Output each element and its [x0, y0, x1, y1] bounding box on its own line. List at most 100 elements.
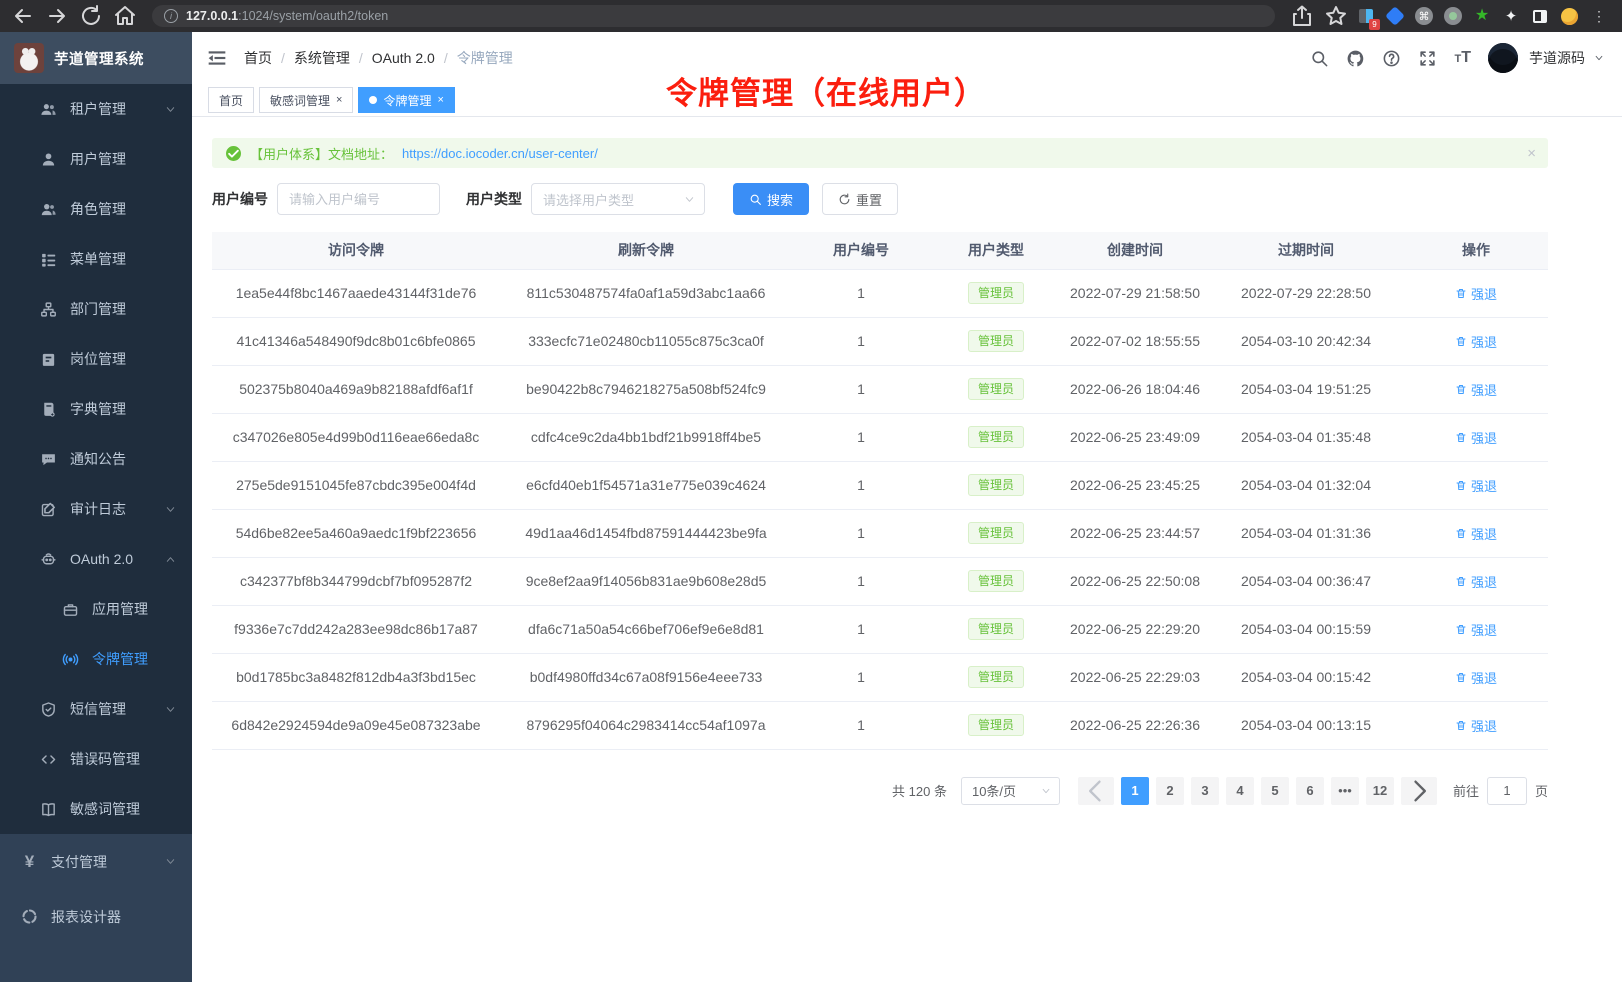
sidebar-item-4[interactable]: 部门管理 — [0, 284, 192, 334]
force-logout-button[interactable]: 强退 — [1455, 572, 1497, 591]
sidebar-item-12[interactable]: 短信管理 — [0, 684, 192, 734]
browser-menu-icon[interactable]: ⋮ — [1592, 7, 1606, 24]
force-logout-button[interactable]: 强退 — [1455, 524, 1497, 543]
sidebar-toggle-icon[interactable] — [1531, 7, 1549, 25]
force-logout-button[interactable]: 强退 — [1455, 284, 1497, 303]
trash-icon — [1455, 383, 1467, 396]
goto-page-input[interactable] — [1486, 776, 1527, 805]
sidebar-menu: 租户管理 用户管理 角色管理 菜单管理 部门管理 岗位管理 字典管理 通知公告 … — [0, 84, 192, 834]
force-logout-button[interactable]: 强退 — [1455, 620, 1497, 639]
roles-icon — [40, 201, 57, 218]
next-page-button[interactable] — [1400, 776, 1437, 805]
tab-close-icon[interactable]: × — [336, 94, 343, 106]
page-number-button[interactable]: 5 — [1260, 776, 1289, 805]
page-tab-1[interactable]: 敏感词管理 × — [259, 87, 354, 113]
page-number-button[interactable]: 2 — [1155, 776, 1184, 805]
sidebar-item-label: 敏感词管理 — [70, 801, 140, 817]
sidebar-item-2[interactable]: 角色管理 — [0, 184, 192, 234]
sidebar-item-6[interactable]: 字典管理 — [0, 384, 192, 434]
caret-down-icon[interactable] — [1594, 53, 1604, 63]
user-avatar[interactable] — [1488, 43, 1518, 73]
app-logo[interactable]: 芋道管理系统 — [0, 32, 192, 84]
extension-gem-icon[interactable] — [1385, 6, 1405, 26]
tab-close-icon[interactable]: × — [437, 94, 444, 106]
force-logout-button[interactable]: 强退 — [1455, 716, 1497, 735]
cell-create-time: 2022-06-26 18:04:46 — [1062, 365, 1208, 414]
sidebar-item-14[interactable]: 敏感词管理 — [0, 784, 192, 834]
force-logout-button[interactable]: 强退 — [1455, 428, 1497, 447]
cell-access-token: c347026e805e4d99b0d116eae66eda8c — [212, 413, 500, 462]
sidebar-item-7[interactable]: 通知公告 — [0, 434, 192, 484]
sidebar-item-13[interactable]: 错误码管理 — [0, 734, 192, 784]
fullscreen-icon[interactable] — [1418, 49, 1437, 68]
search-icon[interactable] — [1310, 49, 1329, 68]
extension-star-icon[interactable]: ★ — [1474, 7, 1490, 24]
force-logout-button[interactable]: 强退 — [1455, 380, 1497, 399]
alert-text: 【用户体系】文档地址： — [250, 146, 394, 162]
user-id-input[interactable] — [277, 183, 440, 215]
home-icon[interactable] — [112, 4, 138, 28]
sidebar-item-0[interactable]: 租户管理 — [0, 84, 192, 134]
sidebar-item-label: 审计日志 — [70, 501, 126, 517]
sidebar-item-11[interactable]: 令牌管理 — [0, 634, 192, 684]
profile-avatar-icon[interactable] — [1560, 7, 1578, 25]
sidebar-item-8[interactable]: 审计日志 — [0, 484, 192, 534]
collapse-sidebar-icon[interactable] — [206, 48, 228, 68]
forward-icon[interactable] — [44, 4, 70, 28]
reset-button[interactable]: 重置 — [822, 183, 899, 215]
bookmark-star-icon[interactable] — [1323, 4, 1349, 28]
page-number-button[interactable]: 12 — [1365, 776, 1394, 805]
sidebar-item-9[interactable]: OAuth 2.0 — [0, 534, 192, 584]
sidebar-item-1[interactable]: 用户管理 — [0, 134, 192, 184]
force-logout-button[interactable]: 强退 — [1455, 332, 1497, 351]
reload-icon[interactable] — [78, 4, 104, 28]
extension-puzzle-icon[interactable]: ✦ — [1504, 7, 1518, 25]
user-type-select[interactable]: 请选择用户类型 — [531, 183, 705, 215]
sidebar-item-16[interactable]: 报表设计器 — [0, 889, 192, 944]
force-logout-button[interactable]: 强退 — [1455, 476, 1497, 495]
browser-chrome: i 127.0.0.1:1024/system/oauth2/token 9 ⌘… — [0, 0, 1622, 32]
col-expire-time: 过期时间 — [1208, 232, 1404, 270]
github-icon[interactable] — [1346, 49, 1365, 68]
col-user-type: 用户类型 — [930, 232, 1062, 270]
page-number-button[interactable]: 6 — [1295, 776, 1324, 805]
sensitive-book-icon — [40, 801, 57, 818]
user-type-badge: 管理员 — [967, 713, 1024, 737]
force-logout-button[interactable]: 强退 — [1455, 668, 1497, 687]
user-type-badge: 管理员 — [967, 377, 1024, 401]
doc-alert-banner: 【用户体系】文档地址： https://doc.iocoder.cn/user-… — [212, 138, 1548, 168]
page-tab-0[interactable]: 首页 — [208, 87, 255, 113]
site-info-icon[interactable]: i — [164, 9, 178, 23]
trash-icon — [1455, 335, 1467, 348]
sidebar-item-5[interactable]: 岗位管理 — [0, 334, 192, 384]
report-designer-icon — [21, 908, 38, 925]
page-size-select[interactable]: 10条/页 — [960, 776, 1060, 805]
breadcrumb-oauth[interactable]: OAuth 2.0 — [371, 50, 435, 66]
sidebar-menu-root: ¥ 支付管理 报表设计器 — [0, 834, 192, 982]
prev-page-button[interactable] — [1077, 776, 1114, 805]
page-tab-2[interactable]: 令牌管理 × — [358, 87, 455, 113]
page-number-button[interactable]: 4 — [1225, 776, 1254, 805]
user-name[interactable]: 芋道源码 — [1529, 50, 1585, 66]
page-number-button[interactable]: 1 — [1120, 776, 1149, 805]
more-pages-button[interactable]: ••• — [1330, 776, 1359, 805]
breadcrumb-home[interactable]: 首页 — [244, 50, 272, 66]
sidebar-item-10[interactable]: 应用管理 — [0, 584, 192, 634]
search-button[interactable]: 搜索 — [733, 183, 810, 215]
share-icon[interactable] — [1289, 4, 1315, 28]
page-number-button[interactable]: 3 — [1190, 776, 1219, 805]
chevron-icon — [165, 554, 176, 565]
address-bar[interactable]: i 127.0.0.1:1024/system/oauth2/token — [152, 5, 1275, 27]
breadcrumb-system[interactable]: 系统管理 — [293, 50, 350, 66]
help-icon[interactable] — [1382, 49, 1401, 68]
font-size-icon[interactable]: TT — [1454, 49, 1471, 66]
cell-create-time: 2022-06-25 22:29:03 — [1062, 653, 1208, 702]
extension-command-icon[interactable]: ⌘ — [1415, 7, 1433, 25]
doc-link[interactable]: https://doc.iocoder.cn/user-center/ — [402, 145, 598, 161]
sidebar-item-3[interactable]: 菜单管理 — [0, 234, 192, 284]
extension-pixel-icon[interactable]: 9 — [1357, 7, 1380, 30]
back-icon[interactable] — [10, 4, 36, 28]
sidebar-item-15[interactable]: ¥ 支付管理 — [0, 834, 192, 889]
alert-close-icon[interactable]: × — [1527, 144, 1536, 162]
extension-record-icon[interactable] — [1444, 7, 1462, 25]
